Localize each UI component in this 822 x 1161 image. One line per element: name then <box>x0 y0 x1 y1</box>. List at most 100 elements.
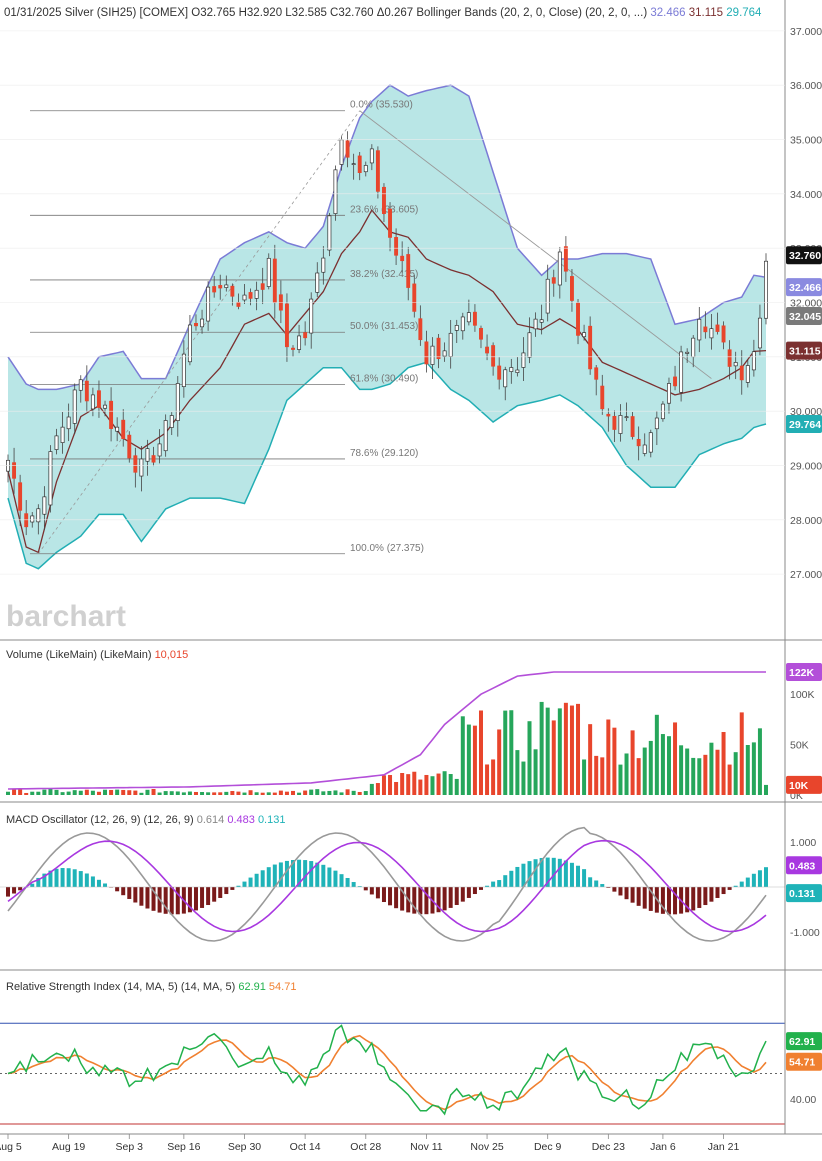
macd-histogram-bar <box>733 885 738 887</box>
volume-bar <box>151 788 156 795</box>
macd-title: MACD Oscillator (12, 26, 9) (12, 26, 9) <box>6 814 194 826</box>
candle-body <box>612 415 617 430</box>
volume-bar <box>175 791 180 795</box>
macd-histogram-bar <box>478 887 483 890</box>
candle-body <box>648 432 653 453</box>
volume-bar <box>260 792 265 795</box>
candle-body <box>582 332 587 338</box>
upper-band-line <box>7 84 767 391</box>
candle-body <box>321 257 326 273</box>
candle-body <box>406 254 411 288</box>
candle-body <box>472 311 477 326</box>
rsi-title: Relative Strength Index (14, MA, 5) (14,… <box>6 981 235 993</box>
macd-histogram-bar <box>345 877 350 887</box>
volume-bar <box>527 721 532 795</box>
macd-histogram-bar <box>169 887 174 915</box>
macd-histogram-bar <box>66 868 71 887</box>
rsi-ma-line <box>7 1034 767 1111</box>
macd-histogram-bar <box>96 879 101 887</box>
volume-bar <box>539 701 544 795</box>
candle-body <box>12 462 17 479</box>
candle-body <box>139 458 144 477</box>
macd-histogram-bar <box>764 867 768 887</box>
rsi-tick-label: 40.00 <box>790 1094 816 1106</box>
macd-histogram-bar <box>133 887 138 903</box>
volume-bar <box>569 705 574 795</box>
candle-body <box>84 380 89 402</box>
volume-bar <box>357 791 362 795</box>
macd-histogram-bar <box>563 860 568 887</box>
macd-histogram-bar <box>115 887 120 892</box>
candle-body <box>345 140 350 158</box>
candle-body <box>570 276 574 301</box>
macd-tick-label: -1.000 <box>790 927 820 939</box>
candle-body <box>679 351 684 393</box>
candle-body <box>424 341 429 365</box>
volume-bar <box>96 791 101 795</box>
candle-body <box>600 385 605 410</box>
x-tick-label: Jan 6 <box>650 1141 676 1153</box>
macd-histogram-bar <box>351 882 356 887</box>
volume-bar <box>448 774 453 795</box>
macd-histogram-bar <box>193 887 198 911</box>
volume-bar <box>291 790 296 795</box>
macd-histogram-bar <box>527 861 532 887</box>
macd-histogram-bar <box>412 887 417 914</box>
candle-body <box>436 337 441 360</box>
candle-body <box>248 292 253 299</box>
volume-header: Volume (LikeMain) (LikeMain) 10,015 <box>6 649 188 661</box>
macd-histogram-bar <box>30 883 35 887</box>
macd-histogram-bar <box>278 862 283 887</box>
macd-histogram-bar <box>327 867 332 887</box>
price-badge-last-bg <box>786 246 822 265</box>
macd-histogram-bar <box>272 864 277 887</box>
header-date: 01/31/2025 <box>4 7 62 19</box>
volume-bar <box>745 745 750 795</box>
macd-histogram-bar <box>18 887 23 891</box>
volume-bar <box>345 789 350 795</box>
candle-body <box>375 150 380 192</box>
volume-bar <box>315 789 320 795</box>
volume-bar <box>327 790 332 795</box>
volume-bar <box>533 749 538 795</box>
fib-trend-line <box>37 110 361 554</box>
volume-bar <box>673 722 678 795</box>
macd-histogram-bar <box>48 870 53 887</box>
candle-body <box>685 351 690 354</box>
candle-body <box>521 352 526 368</box>
macd-histogram-bar <box>594 880 599 887</box>
price-tick-label: 32.000 <box>790 298 822 310</box>
rsi-badge-value-bg <box>786 1032 822 1051</box>
macd-histogram-bar <box>642 887 647 909</box>
macd-histogram-bar <box>375 887 380 899</box>
macd-histogram-bar <box>151 887 156 911</box>
candle-body <box>303 332 308 339</box>
volume-bar <box>278 790 283 795</box>
candle-body <box>115 426 120 432</box>
volume-bar <box>12 789 17 795</box>
volume-bar <box>406 774 411 795</box>
volume-badge-ma: 122K <box>789 667 815 679</box>
volume-bar <box>272 792 277 795</box>
volume-badge-last-bg <box>786 775 822 794</box>
volume-bar <box>248 790 253 795</box>
candle-body <box>54 435 59 450</box>
volume-bar <box>121 789 126 795</box>
volume-bar <box>521 761 526 795</box>
volume-bar <box>193 791 198 795</box>
rsi-v2: 54.71 <box>269 981 297 993</box>
volume-bar <box>187 791 192 795</box>
candle-body <box>588 325 593 370</box>
rsi-line <box>7 1024 767 1116</box>
volume-bar <box>454 778 459 795</box>
candle-body <box>757 317 762 349</box>
candle-body <box>563 246 568 272</box>
macd-histogram-bar <box>236 885 241 887</box>
macd-histogram-bar <box>442 887 447 911</box>
middle-band-line <box>7 208 767 554</box>
candle-body <box>109 400 114 429</box>
candle-body <box>72 389 77 424</box>
candle-body <box>175 383 180 421</box>
candle-body <box>454 325 459 331</box>
volume-bar <box>236 791 241 795</box>
